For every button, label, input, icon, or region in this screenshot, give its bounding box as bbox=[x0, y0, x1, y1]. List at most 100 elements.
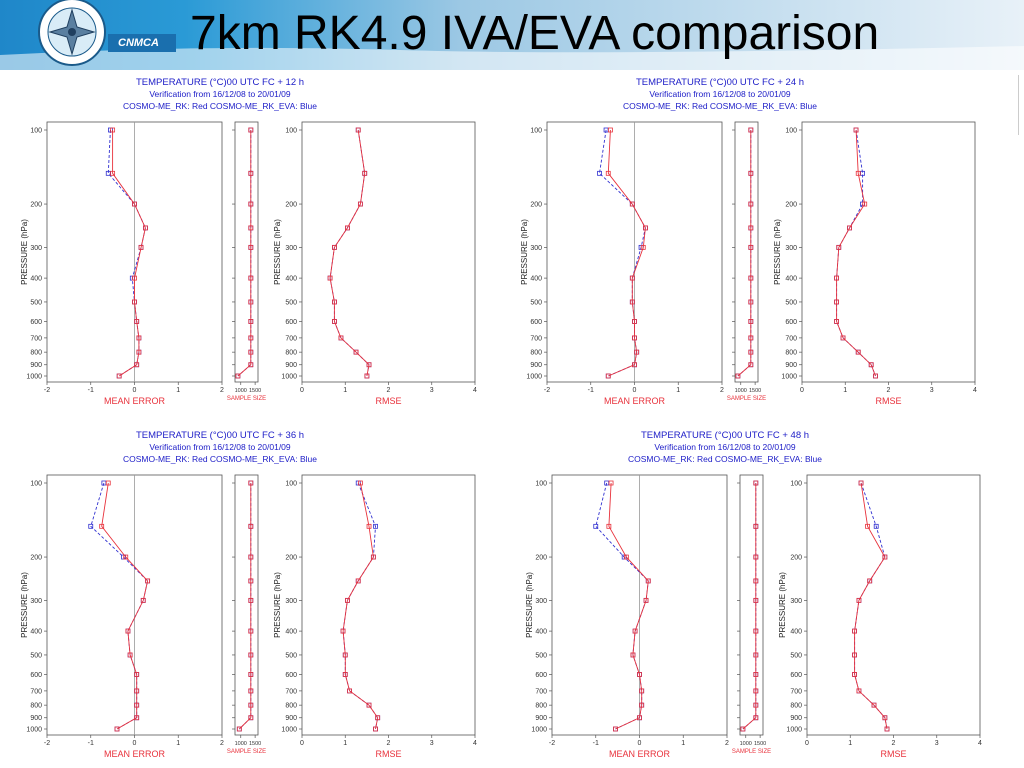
mean-error-ytick-label: 600 bbox=[535, 672, 547, 679]
panel-fc24-chart: TEMPERATURE (°C)00 UTC FC + 24 hVerifica… bbox=[520, 77, 977, 406]
pressure-axis-label: PRESSURE (hPa) bbox=[778, 572, 787, 638]
rmse-plot: 0 1 2 3 4 100 200 300 400 500 600 700 800 900 1000 RMSE bbox=[281, 474, 477, 759]
pressure-axis-label: PRESSURE (hPa) bbox=[520, 219, 529, 285]
sample-size-red-point bbox=[248, 201, 254, 207]
mean-error-blue-series-line bbox=[599, 129, 646, 377]
pressure-axis-label: PRESSURE (hPa) bbox=[525, 572, 534, 638]
rmse-ytick-label: 700 bbox=[790, 688, 802, 695]
mean-error-red-point bbox=[143, 225, 148, 231]
rmse-red-point bbox=[858, 480, 864, 486]
mean-error-ytick-label: 600 bbox=[30, 319, 42, 326]
sample-size-red-point bbox=[753, 702, 759, 708]
rmse-ytick-label: 600 bbox=[285, 319, 297, 326]
rmse-red-point bbox=[364, 373, 370, 379]
mean-error-ytick-label: 800 bbox=[30, 703, 42, 710]
mean-error-red-point bbox=[125, 628, 131, 634]
rmse-red-point bbox=[868, 362, 874, 368]
rmse-ytick-label: 500 bbox=[785, 299, 797, 306]
rmse-ytick-label: 300 bbox=[790, 598, 802, 605]
rmse-xtick-label: 4 bbox=[973, 387, 977, 394]
rmse-ytick-label: 100 bbox=[285, 128, 297, 135]
rmse-xtick-label: 2 bbox=[887, 387, 891, 394]
rmse-xlabel: RMSE bbox=[875, 396, 901, 406]
rmse-red-point bbox=[853, 127, 859, 133]
rmse-plot: 0 1 2 3 4 100 200 300 400 500 600 700 800 900 1000 RMSE bbox=[786, 474, 982, 759]
sample-size-red-point bbox=[248, 319, 254, 324]
panel-fc36-chart: TEMPERATURE (°C)00 UTC FC + 36 hVerifica… bbox=[20, 430, 477, 759]
rmse-ytick-label: 100 bbox=[790, 481, 802, 488]
rmse-xtick-label: 3 bbox=[935, 740, 939, 747]
verification-panel-fc36: TEMPERATURE (°C)00 UTC FC + 36 h Verifica… bbox=[0, 425, 480, 765]
sample-size-xtick-label: 1000 bbox=[235, 388, 247, 394]
rmse-red-point bbox=[366, 523, 372, 529]
rmse-ytick-label: 900 bbox=[285, 362, 297, 369]
chart-title: TEMPERATURE (°C)00 UTC FC + 36 h bbox=[136, 430, 304, 441]
slide-header: CNMCA 7km RK4.9 IVA/EVA comparison bbox=[0, 0, 1024, 70]
sample-size-red-point bbox=[748, 335, 754, 341]
sample-size-red-point bbox=[248, 335, 254, 341]
rmse-red-point bbox=[353, 349, 359, 355]
cnmca-logo-icon bbox=[0, 0, 1024, 70]
rmse-red-series-line bbox=[329, 129, 370, 377]
sample-size-red-point bbox=[748, 170, 754, 176]
rmse-ytick-label: 700 bbox=[785, 335, 797, 342]
sample-size-xlabel: SAMPLE SIZE bbox=[732, 749, 771, 755]
mean-error-xtick-label: -1 bbox=[593, 740, 599, 747]
sample-size-red-point bbox=[248, 362, 254, 368]
rmse-ytick-label: 700 bbox=[285, 335, 297, 342]
mean-error-red-point bbox=[134, 319, 140, 324]
rmse-red-point bbox=[355, 578, 361, 584]
rmse-red-point bbox=[332, 244, 337, 250]
rmse-xtick-label: 2 bbox=[387, 740, 391, 747]
rmse-red-point bbox=[357, 480, 363, 486]
sample-size-red-point bbox=[753, 688, 759, 694]
mean-error-xtick-label: -2 bbox=[44, 387, 50, 394]
sample-size-red-point bbox=[248, 127, 254, 133]
mean-error-blue-point bbox=[88, 523, 94, 529]
sample-size-red-point bbox=[248, 652, 254, 658]
rmse-ytick-label: 700 bbox=[285, 688, 297, 695]
rmse-xtick-label: 0 bbox=[800, 387, 804, 394]
mean-error-red-point bbox=[134, 672, 140, 677]
verification-panel-fc12: TEMPERATURE (°C)00 UTC FC + 12 h Verifica… bbox=[0, 72, 480, 412]
verification-panel-fc24: TEMPERATURE (°C)00 UTC FC + 24 h Verifica… bbox=[500, 72, 980, 412]
mean-error-red-point bbox=[629, 299, 635, 305]
mean-error-red-point bbox=[134, 702, 140, 708]
rmse-xtick-label: 0 bbox=[805, 740, 809, 747]
mean-error-red-point bbox=[629, 275, 635, 281]
sample-size-red-point bbox=[248, 688, 254, 694]
mean-error-red-series-line bbox=[101, 482, 149, 730]
pressure-axis-label: PRESSURE (hPa) bbox=[20, 572, 29, 638]
rmse-ytick-label: 600 bbox=[785, 319, 797, 326]
rmse-red-point bbox=[366, 702, 372, 708]
mean-error-xlabel: MEAN ERROR bbox=[609, 749, 671, 759]
rmse-blue-point bbox=[873, 373, 878, 379]
sample-size-xtick-label: 1000 bbox=[740, 741, 752, 747]
mean-error-ytick-label: 800 bbox=[30, 350, 42, 357]
rmse-red-point bbox=[342, 672, 348, 677]
mean-error-ytick-label: 200 bbox=[535, 555, 547, 562]
mean-error-red-point bbox=[99, 523, 105, 529]
mean-error-ytick-label: 200 bbox=[30, 202, 42, 209]
sample-size-frame bbox=[234, 474, 259, 736]
mean-error-blue-point bbox=[605, 373, 611, 379]
rmse-xtick-label: 2 bbox=[387, 387, 391, 394]
mean-error-red-point bbox=[105, 480, 111, 486]
rmse-blue-series-line bbox=[836, 129, 876, 377]
mean-error-blue-point bbox=[593, 523, 599, 529]
mean-error-ytick-label: 1000 bbox=[26, 374, 42, 381]
rmse-red-point bbox=[862, 201, 868, 207]
rmse-red-point bbox=[871, 702, 877, 708]
rmse-red-point bbox=[834, 275, 840, 281]
mean-error-ytick-label: 600 bbox=[30, 672, 42, 679]
mean-error-xtick-label: 1 bbox=[681, 740, 685, 747]
sample-size-red-point bbox=[235, 373, 241, 379]
rmse-ytick-label: 800 bbox=[285, 350, 297, 357]
rmse-red-point bbox=[375, 715, 381, 721]
rmse-blue-series-line bbox=[854, 482, 888, 730]
sample-size-red-point bbox=[248, 628, 254, 634]
mean-error-ytick-label: 700 bbox=[535, 688, 547, 695]
rmse-xlabel: RMSE bbox=[375, 396, 401, 406]
sample-size-red-point bbox=[248, 715, 254, 721]
rmse-red-series-line bbox=[836, 129, 876, 377]
